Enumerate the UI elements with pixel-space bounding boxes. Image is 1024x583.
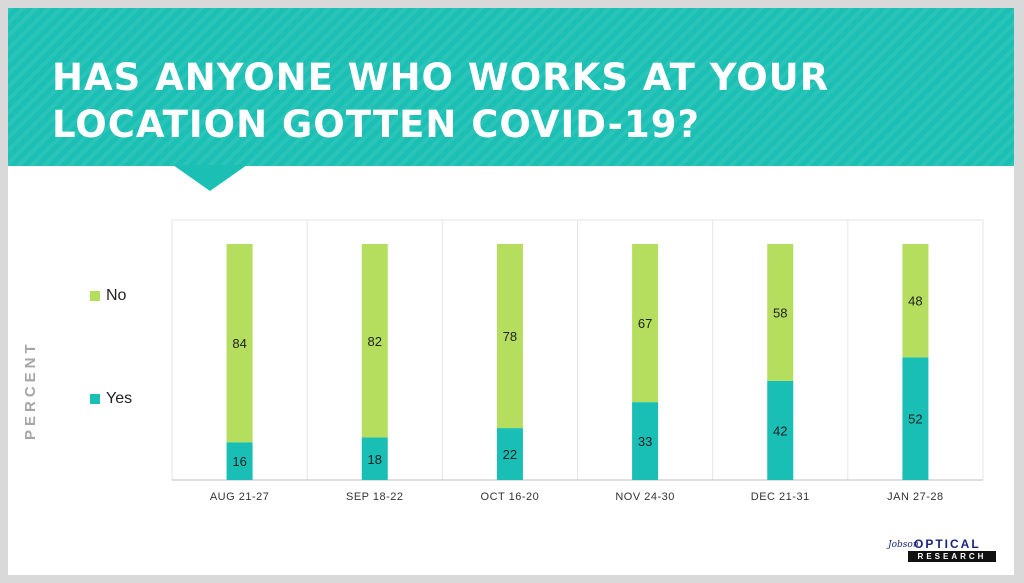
data-label-no: 82 (368, 334, 382, 349)
bar-yes (767, 380, 794, 480)
x-tick-label: SEP 18-22 (346, 491, 404, 503)
bar-no (632, 244, 659, 403)
jobson-optical-research-logo: Jobson OPTICAL RESEARCH (888, 537, 1000, 562)
bar-no (226, 244, 253, 443)
logo-script-text: Jobson (888, 540, 919, 550)
data-label-yes: 22 (503, 447, 517, 462)
bar-no (361, 244, 388, 438)
title-line-1: HAS ANYONE WHO WORKS AT YOUR (52, 56, 830, 99)
slide-title: HAS ANYONE WHO WORKS AT YOUR LOCATION GO… (52, 54, 829, 148)
data-label-yes: 18 (368, 452, 382, 467)
logo-top-text: OPTICAL (914, 537, 981, 551)
data-label-no: 67 (638, 316, 652, 331)
x-tick-label: AUG 21-27 (210, 491, 270, 503)
bar-yes (902, 357, 929, 480)
x-tick-label: DEC 21-31 (751, 491, 810, 503)
bar-yes (226, 442, 253, 480)
x-tick-label: OCT 16-20 (481, 491, 540, 503)
logo-bottom-text: RESEARCH (908, 551, 996, 562)
x-tick-label: JAN 27-28 (887, 491, 943, 503)
legend-label-no: No (106, 287, 127, 304)
legend-swatch-yes (90, 394, 100, 404)
bar-no (496, 244, 523, 429)
bar-yes (361, 437, 388, 480)
bar-no (767, 244, 794, 381)
data-label-yes: 42 (773, 423, 787, 438)
bar-yes (496, 428, 523, 480)
title-line-2: LOCATION GOTTEN COVID-19? (52, 103, 700, 146)
data-label-yes: 16 (232, 454, 246, 469)
legend-item-yes: Yes (90, 389, 132, 409)
legend-swatch-no (90, 291, 100, 301)
bar-yes (632, 402, 659, 480)
legend-label-yes: Yes (106, 390, 133, 407)
legend-item-no: No (90, 286, 126, 306)
data-label-no: 58 (773, 305, 787, 320)
slide: HAS ANYONE WHO WORKS AT YOUR LOCATION GO… (8, 8, 1014, 575)
data-label-no: 48 (908, 294, 922, 309)
data-label-no: 84 (232, 336, 246, 351)
bar-no (902, 244, 929, 358)
data-label-yes: 33 (638, 434, 652, 449)
data-label-no: 78 (503, 329, 517, 344)
title-banner: HAS ANYONE WHO WORKS AT YOUR LOCATION GO… (8, 8, 1014, 166)
banner-pointer (173, 165, 247, 191)
x-tick-label: NOV 24-30 (615, 491, 675, 503)
data-label-yes: 52 (908, 412, 922, 427)
